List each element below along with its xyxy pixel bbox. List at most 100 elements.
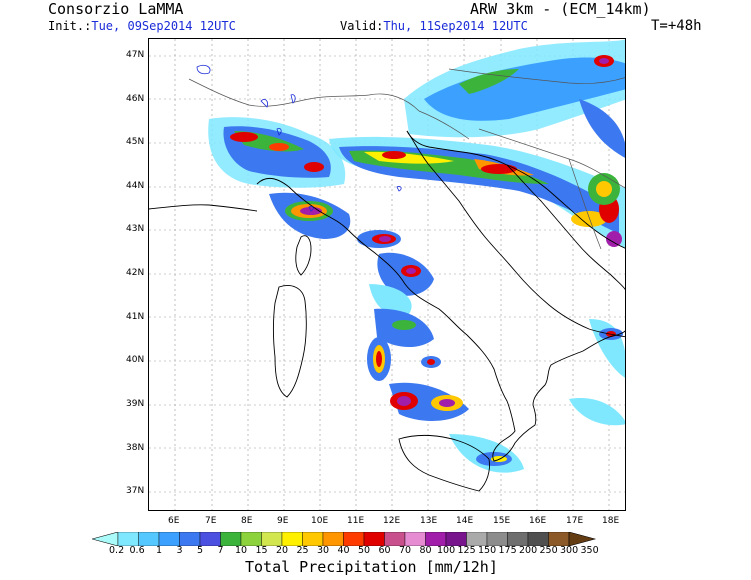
precipitation-map bbox=[149, 39, 625, 510]
lat-label-40n: 40N bbox=[126, 355, 145, 365]
precip-cell-lazio bbox=[369, 252, 434, 316]
lon-label-6e: 6E bbox=[168, 516, 180, 526]
lat-label-44n: 44N bbox=[126, 181, 145, 191]
colorbar-segment bbox=[179, 532, 201, 546]
lon-label-9e: 9E bbox=[277, 516, 289, 526]
valid-value: Thu, 11Sep2014 12UTC bbox=[383, 19, 528, 33]
coastlines bbox=[149, 130, 625, 492]
title-right: ARW 3km - (ECM_14km) bbox=[470, 0, 651, 18]
precip-cell-northwest bbox=[208, 117, 346, 188]
map-panel bbox=[148, 38, 626, 511]
italy-coastline bbox=[256, 177, 625, 462]
sicily-coastline bbox=[398, 434, 490, 492]
france-coastline bbox=[149, 204, 258, 212]
lon-label-12e: 12E bbox=[383, 516, 401, 526]
colorbar-tick-label: 3 bbox=[176, 545, 183, 556]
colorbar-tick-label: 125 bbox=[457, 545, 476, 556]
precip-cell-south bbox=[389, 319, 625, 473]
colorbar-segment bbox=[527, 532, 549, 546]
init-value: Tue, 09Sep2014 12UTC bbox=[91, 19, 236, 33]
colorbar-segment bbox=[445, 532, 467, 546]
colorbar-arrow-right bbox=[568, 532, 597, 546]
lon-label-7e: 7E bbox=[205, 516, 217, 526]
colorbar-segment bbox=[548, 532, 570, 546]
lat-label-38n: 38N bbox=[126, 443, 145, 453]
colorbar-tick-label: 25 bbox=[296, 545, 309, 556]
lon-label-8e: 8E bbox=[241, 516, 253, 526]
precip-cell-tyrrhenian bbox=[367, 308, 441, 381]
colorbar-segment bbox=[466, 532, 488, 546]
colorbar-tick-label: 20 bbox=[276, 545, 289, 556]
lat-label-47n: 47N bbox=[126, 50, 145, 60]
colorbar-segment bbox=[363, 532, 385, 546]
lon-label-14e: 14E bbox=[456, 516, 474, 526]
valid-row: Valid:Thu, 11Sep2014 12UTC bbox=[340, 19, 528, 33]
balkan-coastline bbox=[506, 164, 625, 290]
colorbar-segment bbox=[507, 532, 529, 546]
borders bbox=[188, 68, 625, 250]
serbia-border bbox=[568, 158, 602, 250]
colorbar-segment bbox=[384, 532, 406, 546]
init-label: Init.: bbox=[48, 19, 92, 33]
colorbar-tick-label: 300 bbox=[560, 545, 579, 556]
colorbar-tick-label: 40 bbox=[337, 545, 350, 556]
lon-label-17e: 17E bbox=[566, 516, 584, 526]
colorbar-tick-label: 50 bbox=[358, 545, 371, 556]
lat-label-39n: 39N bbox=[126, 399, 145, 409]
colorbar-segment bbox=[404, 532, 426, 546]
lon-label-10e: 10E bbox=[311, 516, 329, 526]
colorbar-segment bbox=[117, 532, 139, 546]
lakes bbox=[196, 65, 402, 212]
colorbar-tick-label: 250 bbox=[539, 545, 558, 556]
lon-label-11e: 11E bbox=[347, 516, 365, 526]
lon-label-15e: 15E bbox=[493, 516, 511, 526]
colorbar-segment bbox=[486, 532, 508, 546]
precip-cell-balkans bbox=[579, 99, 625, 205]
init-row: Init.:Tue, 09Sep2014 12UTC bbox=[48, 19, 236, 33]
colorbar-segment bbox=[281, 532, 303, 546]
colorbar-segment bbox=[261, 532, 283, 546]
lon-label-18e: 18E bbox=[602, 516, 620, 526]
colorbar-title: Total Precipitation [mm/12h] bbox=[245, 558, 498, 576]
colorbar-tick-label: 0.2 bbox=[109, 545, 125, 556]
colorbar-tick-label: 80 bbox=[419, 545, 432, 556]
colorbar-tick-label: 5 bbox=[197, 545, 204, 556]
lat-label-46n: 46N bbox=[126, 94, 145, 104]
colorbar-tick-label: 150 bbox=[478, 545, 497, 556]
colorbar-segment bbox=[199, 532, 221, 546]
colorbar bbox=[92, 532, 597, 546]
colorbar-tick-label: 100 bbox=[437, 545, 456, 556]
colorbar-segment bbox=[425, 532, 447, 546]
colorbar-tick-label: 1 bbox=[156, 545, 163, 556]
colorbar-segment bbox=[302, 532, 324, 546]
colorbar-tick-label: 350 bbox=[580, 545, 599, 556]
colorbar-segment bbox=[343, 532, 365, 546]
colorbar-segment bbox=[322, 532, 344, 546]
lead-time: T=+48h bbox=[651, 18, 702, 34]
italy-east-coastline bbox=[406, 130, 625, 338]
colorbar-tick-label: 60 bbox=[378, 545, 391, 556]
lon-label-16e: 16E bbox=[529, 516, 547, 526]
colorbar-tick-label: 7 bbox=[217, 545, 224, 556]
lon-label-13e: 13E bbox=[420, 516, 438, 526]
alps-border bbox=[188, 78, 420, 112]
colorbar-tick-label: 70 bbox=[399, 545, 412, 556]
precipitation-field bbox=[208, 39, 625, 473]
precip-cell-adriatic bbox=[329, 136, 625, 248]
colorbar-segment bbox=[158, 532, 180, 546]
slovenia-border bbox=[418, 110, 470, 140]
lat-label-43n: 43N bbox=[126, 224, 145, 234]
sardinia-coastline bbox=[273, 285, 307, 398]
lat-label-45n: 45N bbox=[126, 137, 145, 147]
colorbar-arrow-left bbox=[92, 532, 119, 546]
precip-cell-northeast bbox=[404, 39, 625, 138]
lat-label-42n: 42N bbox=[126, 268, 145, 278]
title-left: Consorzio LaMMA bbox=[48, 0, 184, 18]
lat-label-41n: 41N bbox=[126, 312, 145, 322]
colorbar-segment bbox=[220, 532, 242, 546]
colorbar-tick-label: 30 bbox=[317, 545, 330, 556]
lat-label-37n: 37N bbox=[126, 486, 145, 496]
colorbar-tick-label: 15 bbox=[255, 545, 268, 556]
colorbar-segment bbox=[240, 532, 262, 546]
valid-label: Valid: bbox=[340, 19, 384, 33]
